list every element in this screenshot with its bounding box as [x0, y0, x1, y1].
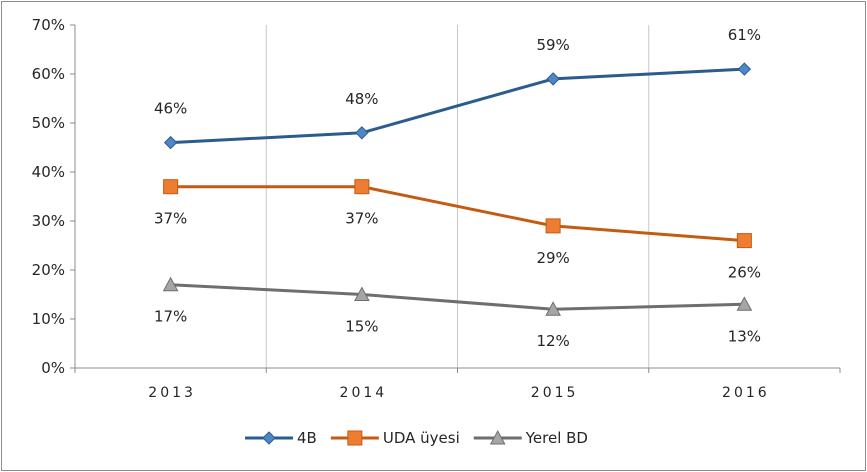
- y-tick-label: 40%: [32, 163, 65, 181]
- legend-item-0: 4B: [245, 429, 317, 447]
- data-label: 59%: [536, 36, 569, 54]
- series-line-1: [170, 185, 745, 243]
- data-point-marker: [736, 296, 753, 311]
- y-tick-label: 30%: [32, 212, 65, 230]
- data-label: 13%: [728, 327, 761, 345]
- data-point-marker: [546, 72, 560, 86]
- data-label: 37%: [345, 210, 378, 228]
- series-layer: [162, 62, 753, 316]
- data-point-marker: [545, 301, 561, 316]
- data-label: 12%: [536, 332, 569, 350]
- gridlines: [265, 25, 650, 368]
- data-label: 29%: [536, 249, 569, 267]
- series-line-2: [170, 283, 745, 311]
- legend-label: 4B: [297, 429, 317, 447]
- x-tick-label: 2015: [531, 385, 579, 401]
- legend-item-1: UDA üyesi: [330, 429, 460, 447]
- y-tick-label: 10%: [32, 310, 65, 328]
- data-point-marker: [736, 233, 752, 249]
- data-label: 26%: [728, 264, 761, 282]
- data-point-marker: [162, 276, 179, 292]
- y-tick-label: 50%: [32, 114, 65, 132]
- data-point-marker: [545, 218, 561, 234]
- legend: 4B UDA üyesi Yerel BD: [245, 429, 588, 447]
- legend-marker: [489, 429, 506, 445]
- legend-marker: [347, 430, 363, 446]
- x-tick-label: 2016: [722, 385, 770, 401]
- y-tick-label: 60%: [32, 65, 65, 83]
- data-label: 46%: [154, 100, 187, 118]
- legend-label: Yerel BD: [525, 429, 588, 447]
- x-tick-label: 2014: [340, 385, 388, 401]
- series-line-0: [170, 67, 745, 145]
- data-point-marker: [354, 179, 370, 195]
- y-tick-label: 70%: [32, 16, 65, 34]
- data-label: 61%: [728, 26, 761, 44]
- data-point-marker: [163, 135, 178, 150]
- y-tick-label: 20%: [32, 261, 65, 279]
- legend-item-2: Yerel BD: [473, 429, 588, 447]
- data-label: 37%: [154, 210, 187, 228]
- data-label: 17%: [154, 308, 187, 326]
- data-point-marker: [737, 62, 752, 76]
- data-labels: 46% 48% 59% 61% 37% 37% 29% 26% 17% 15% 12% 13%: [154, 26, 761, 350]
- data-point-marker: [354, 286, 370, 301]
- data-label: 15%: [345, 318, 378, 336]
- legend-marker: [262, 431, 276, 445]
- data-point-marker: [355, 126, 369, 140]
- data-point-marker: [163, 179, 179, 195]
- legend-label: UDA üyesi: [383, 429, 460, 447]
- data-label: 48%: [345, 90, 378, 108]
- x-tick-label: 2013: [148, 385, 196, 401]
- axes: 0% 10% 20% 30% 40% 50% 60% 70% 2013 2014 2015 2016: [32, 16, 841, 401]
- y-tick-label: 0%: [41, 359, 65, 377]
